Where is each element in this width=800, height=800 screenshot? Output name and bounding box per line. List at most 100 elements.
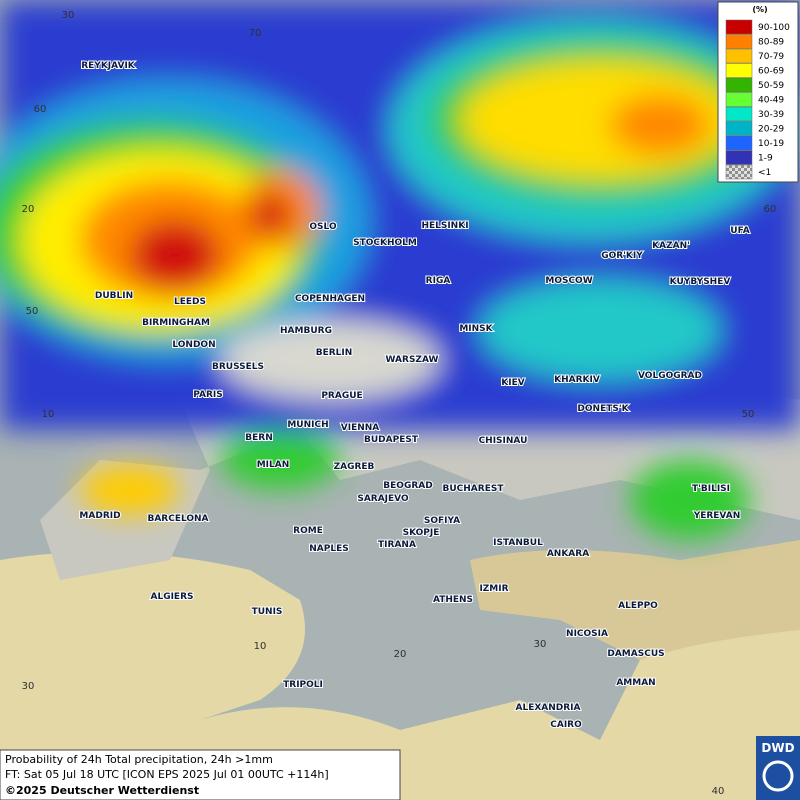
city-label: CAIRO	[550, 720, 582, 730]
city-label: BUCHAREST	[443, 484, 505, 494]
legend-label: 60-69	[758, 67, 784, 77]
city-label: ROME	[293, 526, 323, 536]
city-label: BRUSSELS	[212, 362, 264, 372]
city-label: HELSINKI	[421, 221, 468, 231]
city-label: ATHENS	[433, 595, 473, 605]
graticule-label: 60	[764, 204, 777, 215]
precipitation-field	[0, 0, 800, 540]
city-label: COPENHAGEN	[295, 294, 365, 304]
city-label: REYKJAVIK	[81, 61, 136, 71]
city-label: IZMIR	[479, 584, 508, 594]
city-label: ISTANBUL	[493, 538, 543, 548]
city-label: MINSK	[459, 324, 493, 334]
graticule-label: 10	[254, 641, 267, 652]
legend-label: 30-39	[758, 110, 784, 120]
graticule-label: 30	[22, 681, 35, 692]
city-label: BUDAPEST	[364, 435, 419, 445]
graticule-label: 20	[394, 649, 407, 660]
city-label: PRAGUE	[321, 391, 362, 401]
city-label: UFA	[730, 226, 749, 236]
legend-title: (%)	[752, 5, 767, 14]
legend-swatch	[725, 92, 753, 107]
city-label: PARIS	[193, 390, 223, 400]
city-label: OSLO	[309, 222, 337, 232]
graticule-label: 10	[42, 409, 55, 420]
legend-label: 70-79	[758, 52, 784, 62]
city-label: DONETS'K	[577, 404, 629, 414]
city-label: ZAGREB	[334, 462, 375, 472]
graticule-label: 70	[249, 28, 262, 39]
graticule-label: 40	[712, 786, 725, 797]
city-label: NICOSIA	[566, 629, 608, 639]
city-label: VIENNA	[341, 423, 380, 433]
graticule-label: 30	[62, 10, 75, 21]
logo-text: DWD	[761, 741, 794, 755]
graticule-label: 50	[742, 409, 755, 420]
city-label: TUNIS	[252, 607, 283, 617]
legend-label: 80-89	[758, 38, 784, 48]
logo-icon	[762, 760, 794, 792]
city-label: SKOPJE	[403, 528, 440, 538]
caption-box	[0, 749, 401, 800]
legend-label: 10-19	[758, 139, 784, 149]
legend-swatch	[725, 121, 753, 136]
city-label: BERN	[245, 433, 272, 443]
city-label: HAMBURG	[280, 326, 332, 336]
city-label: SARAJEVO	[357, 494, 409, 504]
graticule-label: 60	[34, 104, 47, 115]
legend-label: 1-9	[758, 154, 773, 164]
city-label: MOSCOW	[545, 276, 592, 286]
graticule-label: 50	[26, 306, 39, 317]
city-label: ALGIERS	[151, 592, 194, 602]
city-labels: REYKJAVIK OSLO STOCKHOLM HELSINKI DUBLIN LEED…	[78, 60, 750, 731]
legend-swatch	[725, 63, 753, 78]
city-label: KIEV	[501, 378, 524, 388]
legend-label: 90-100	[758, 23, 790, 33]
city-label: TRIPOLI	[283, 680, 323, 690]
legend-swatch	[725, 106, 753, 122]
city-label: DAMASCUS	[607, 649, 664, 659]
legend-swatch	[725, 77, 753, 93]
city-label: BIRMINGHAM	[142, 318, 210, 328]
city-label: T'BILISI	[692, 484, 730, 494]
city-label: STOCKHOLM	[353, 238, 417, 248]
graticule-label: 30	[534, 639, 547, 650]
city-label: ALEXANDRIA	[516, 703, 581, 713]
legend-label: 20-29	[758, 125, 784, 135]
city-label: MUNICH	[287, 420, 328, 430]
copyright: ©2025 Deutscher Wetterdienst	[5, 784, 199, 797]
legend-label: 40-49	[758, 96, 784, 106]
city-label: TIRANA	[378, 540, 416, 550]
city-label: ALEPPO	[618, 601, 658, 611]
city-label: SOFIYA	[424, 516, 460, 526]
graticule-labels: 30 70 60 20 50 10 60 50 10 20 30 40 30	[22, 10, 777, 797]
city-label: DUBLIN	[95, 291, 133, 301]
city-label: KUYBYSHEV	[670, 277, 731, 287]
city-label: KHARKIV	[554, 375, 600, 385]
city-label: LONDON	[172, 340, 215, 350]
legend-swatch	[725, 150, 753, 165]
caption-line: Probability of 24h Total precipitation, …	[5, 753, 273, 766]
legend-label: 50-59	[758, 81, 784, 91]
legend-swatch	[725, 48, 753, 64]
city-label: BEOGRAD	[383, 481, 432, 491]
city-label: NAPLES	[309, 544, 348, 554]
city-label: MADRID	[79, 511, 120, 521]
city-label: VOLGOGRAD	[638, 371, 702, 381]
city-label: RIGA	[426, 276, 451, 286]
caption-line: FT: Sat 05 Jul 18 UTC [ICON EPS 2025 Jul…	[5, 768, 329, 781]
city-label: BERLIN	[316, 348, 353, 358]
city-label: BARCELONA	[147, 514, 208, 524]
legend-swatch	[725, 135, 753, 151]
city-label: KAZAN'	[652, 241, 690, 251]
logo: DWD	[756, 736, 800, 800]
city-label: YEREVAN	[693, 511, 741, 521]
city-label: LEEDS	[174, 297, 206, 307]
city-label: AMMAN	[616, 678, 655, 688]
legend-swatch	[725, 164, 753, 180]
graticule-label: 20	[22, 204, 35, 215]
legend: (%) 90-100 80-89 70-79 60-69 50-59 40-49 30-39…	[717, 1, 799, 183]
caption: Probability of 24h Total precipitation, …	[0, 749, 401, 800]
